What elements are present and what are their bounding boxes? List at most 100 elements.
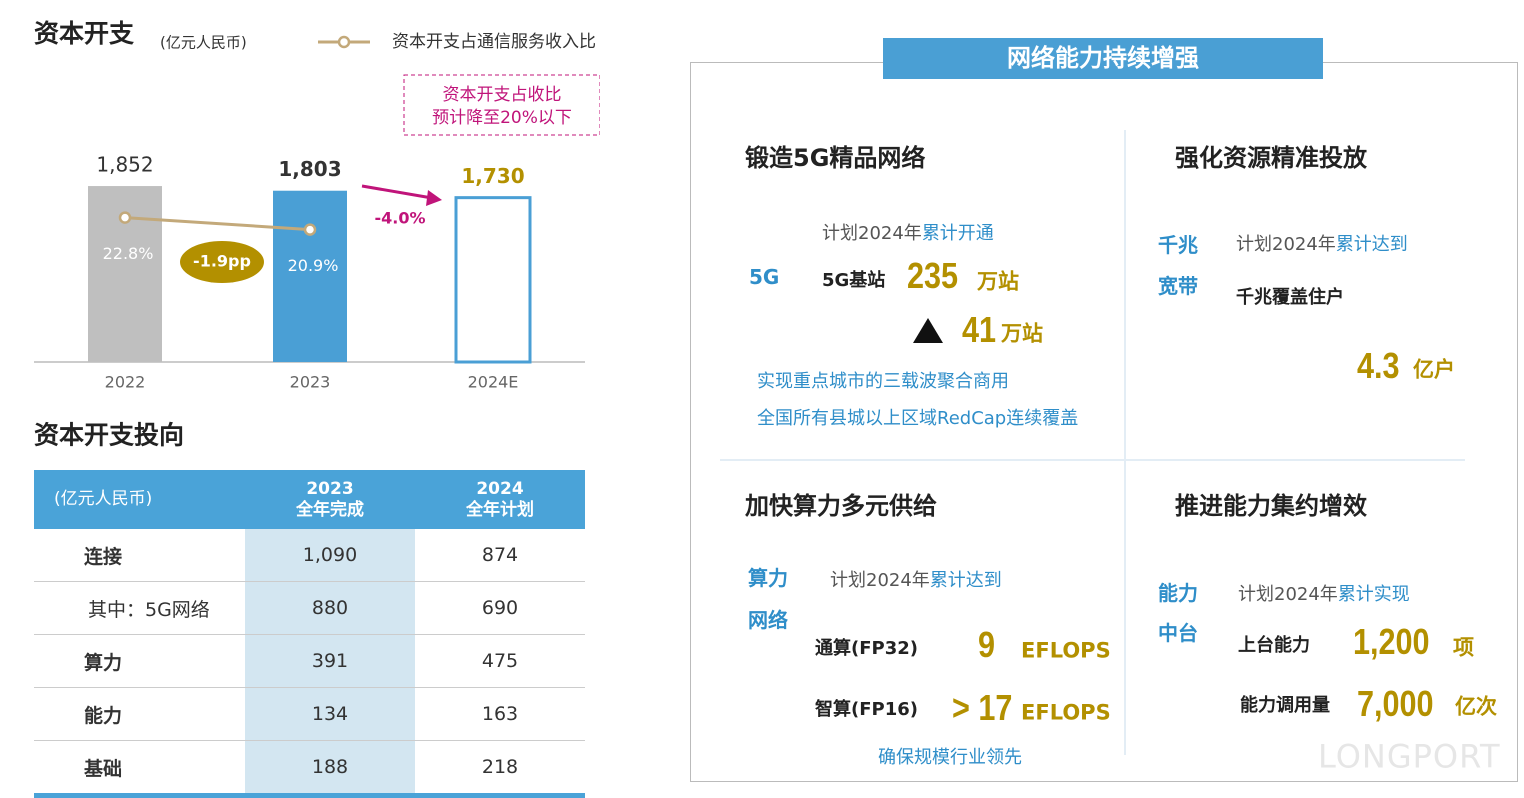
value: 4.3	[1357, 345, 1400, 387]
th-line: 2023	[306, 479, 354, 500]
point	[303, 223, 317, 236]
bar	[273, 190, 347, 362]
cell: 475	[415, 634, 585, 688]
unit: EFLOPS	[1021, 638, 1111, 663]
heading: 强化资源精准投放	[1175, 143, 1367, 172]
unit: 亿次	[1455, 694, 1497, 719]
label: 能力调用量	[1240, 695, 1330, 717]
note: 确保规模行业领先	[878, 747, 1022, 769]
point-label: 20.9%	[288, 256, 339, 275]
note: 资本开支占收比	[443, 85, 562, 105]
th-line: 全年完成	[296, 499, 364, 520]
x-tick-label: 2024E	[468, 373, 519, 392]
table: (亿元人民币) 2023 全年完成 2024 全年计划 连接 1,090 874 其中：5…	[34, 470, 585, 798]
heading: 锻造5G精品网络	[745, 143, 926, 172]
divider	[720, 459, 1465, 461]
plan-prefix: 计划2024年	[1236, 234, 1336, 256]
th-line: 全年计划	[466, 499, 534, 520]
tag: 5G	[749, 265, 780, 289]
cell: 连接	[34, 529, 245, 582]
plan-highlight: 累计达到	[929, 570, 1002, 592]
cell: 算力	[34, 634, 245, 688]
label: 通算(FP32)	[815, 638, 918, 660]
value: 9	[978, 624, 996, 666]
th: 2023 全年完成	[245, 470, 415, 529]
tag: 网络	[748, 608, 788, 632]
table-title: 资本开支投向	[34, 420, 185, 450]
note: 实现重点城市的三载波聚合商用	[757, 371, 1009, 393]
row: 连接 1,090 874	[34, 529, 585, 582]
cell: 690	[415, 581, 585, 635]
row: 能力 134 163	[34, 687, 585, 741]
th: 2024 全年计划	[415, 470, 585, 529]
cell: 874	[415, 529, 585, 582]
value: 7,000	[1357, 683, 1434, 725]
heading: 推进能力集约增效	[1175, 491, 1367, 520]
legend-label: 资本开支占通信服务收入比	[392, 32, 596, 52]
th: (亿元人民币)	[34, 470, 245, 529]
unit: 万站	[1001, 321, 1043, 346]
badge	[180, 241, 264, 283]
cell: 188	[245, 740, 415, 798]
x-tick-label: 2022	[105, 373, 146, 392]
x-tick-label: 2023	[290, 373, 331, 392]
arrow	[361, 184, 433, 200]
value: > 17	[952, 687, 1013, 729]
row: 其中：5G网络 880 690	[34, 581, 585, 635]
up-triangle	[913, 318, 943, 343]
plan-prefix: 计划2024年	[822, 223, 922, 245]
tag: 宽带	[1158, 274, 1198, 298]
tag: 算力	[748, 566, 788, 590]
panel-title: 网络能力持续增强	[883, 38, 1323, 79]
plan-prefix: 计划2024年	[1238, 584, 1338, 606]
cell: 其中：5G网络	[34, 581, 245, 635]
plan-highlight: 累计达到	[1335, 234, 1408, 256]
plan-highlight: 累计开通	[921, 223, 994, 245]
row: 算力 391 475	[34, 634, 585, 688]
plan-highlight: 累计实现	[1337, 584, 1410, 606]
unit: 项	[1453, 635, 1474, 660]
cell: 880	[245, 581, 415, 635]
note: 全国所有县城以上区域RedCap连续覆盖	[757, 408, 1079, 430]
plan-prefix: 计划2024年	[830, 570, 930, 592]
plan: 计划2024年累计实现	[1238, 585, 1410, 605]
value: 1,200	[1353, 621, 1430, 663]
point-label: 22.8%	[103, 244, 154, 263]
pp-change: -1.9pp	[193, 252, 251, 271]
arrow-head	[426, 190, 442, 206]
cell: 218	[415, 740, 585, 798]
unit: 亿户	[1413, 357, 1455, 382]
cell: 能力	[34, 687, 245, 741]
chart: 资本开支 (亿元人民币) 资本开支占收比 预计降至20%以下 -1.9pp -4…	[34, 19, 600, 392]
label: 5G基站	[822, 270, 886, 292]
value-label: 1,730	[461, 164, 524, 188]
plan: 计划2024年累计达到	[1236, 235, 1408, 255]
label: 上台能力	[1238, 635, 1310, 657]
bar	[454, 196, 532, 364]
point	[118, 211, 132, 224]
heading: 加快算力多元供给	[745, 491, 937, 520]
cell: 1,090	[245, 529, 415, 582]
note: 预计降至20%以下	[432, 108, 572, 128]
label: 智算(FP16)	[815, 699, 918, 721]
divider	[1124, 130, 1126, 755]
unit: 万站	[977, 269, 1019, 294]
watermark: LONGPORT	[1318, 737, 1501, 776]
legend-marker	[337, 35, 351, 49]
value-label: 1,803	[278, 157, 341, 181]
unit: EFLOPS	[1021, 700, 1111, 725]
growth: -4.0%	[374, 209, 425, 228]
tag: 能力	[1158, 581, 1198, 605]
label: 千兆覆盖住户	[1236, 287, 1344, 309]
value: 235	[907, 255, 959, 297]
line	[124, 216, 311, 232]
plan: 计划2024年累计开通	[822, 224, 994, 244]
tag: 千兆	[1158, 233, 1198, 257]
chart-title: 资本开支	[34, 19, 134, 48]
value-label: 1,852	[96, 153, 153, 177]
cell: 基础	[34, 740, 245, 798]
note-box	[403, 74, 600, 136]
tag: 中台	[1158, 621, 1198, 645]
plan: 计划2024年累计达到	[830, 571, 1002, 591]
